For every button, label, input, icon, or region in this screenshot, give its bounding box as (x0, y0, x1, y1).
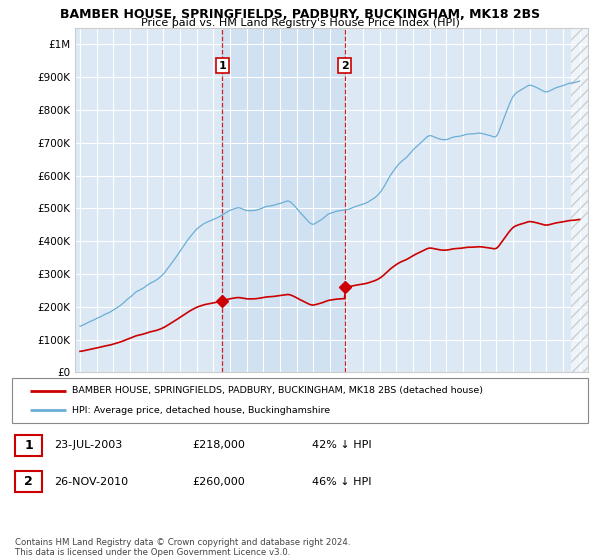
Text: 46% ↓ HPI: 46% ↓ HPI (312, 477, 371, 487)
Bar (571, 28, 588, 372)
Text: £218,000: £218,000 (192, 440, 245, 450)
Text: 26-NOV-2010: 26-NOV-2010 (54, 477, 128, 487)
Bar (571, 28, 588, 372)
Bar (223, 28, 345, 372)
Text: 42% ↓ HPI: 42% ↓ HPI (312, 440, 371, 450)
Text: 1: 1 (24, 438, 33, 452)
Text: Contains HM Land Registry data © Crown copyright and database right 2024.
This d: Contains HM Land Registry data © Crown c… (15, 538, 350, 557)
Text: BAMBER HOUSE, SPRINGFIELDS, PADBURY, BUCKINGHAM, MK18 2BS: BAMBER HOUSE, SPRINGFIELDS, PADBURY, BUC… (60, 8, 540, 21)
Text: £260,000: £260,000 (192, 477, 245, 487)
Text: 23-JUL-2003: 23-JUL-2003 (54, 440, 122, 450)
Text: HPI: Average price, detached house, Buckinghamshire: HPI: Average price, detached house, Buck… (72, 406, 330, 415)
Text: BAMBER HOUSE, SPRINGFIELDS, PADBURY, BUCKINGHAM, MK18 2BS (detached house): BAMBER HOUSE, SPRINGFIELDS, PADBURY, BUC… (72, 386, 483, 395)
Text: Price paid vs. HM Land Registry's House Price Index (HPI): Price paid vs. HM Land Registry's House … (140, 18, 460, 28)
Text: 2: 2 (341, 60, 349, 71)
Text: 2: 2 (24, 475, 33, 488)
Text: 1: 1 (218, 60, 226, 71)
